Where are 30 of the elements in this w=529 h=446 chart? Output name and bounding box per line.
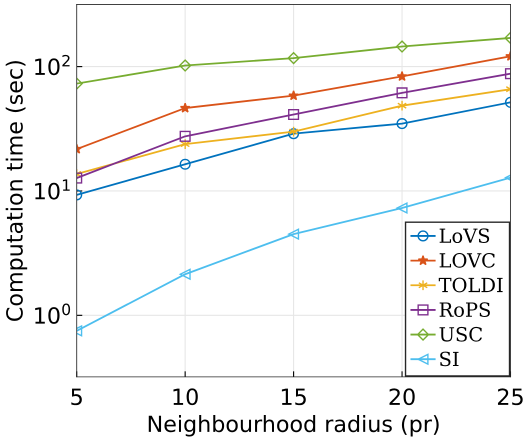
x-tick-label: 15	[282, 388, 306, 406]
y-tick-label: 10$^{2}$	[35, 54, 70, 76]
point	[396, 118, 408, 130]
legend-label: SI	[440, 352, 459, 366]
point	[180, 102, 190, 113]
legend-label: TOLDI	[438, 278, 503, 292]
x-axis-title: Neighbourhood radius (pr)	[148, 415, 439, 437]
legend-label: RoPS	[440, 302, 490, 317]
point	[396, 202, 408, 214]
point	[179, 59, 192, 72]
point	[288, 52, 300, 64]
point	[180, 130, 191, 142]
point	[396, 70, 408, 82]
point	[288, 228, 300, 240]
x-tick-label: 5	[71, 388, 82, 406]
y-tick-label: 10$^{0}$	[35, 304, 70, 324]
point	[288, 90, 299, 100]
point	[396, 87, 408, 98]
x-tick-label: 10	[173, 388, 198, 406]
x-tick-label: 20	[390, 388, 415, 406]
y-tick-label: 10$^{1}$	[35, 179, 70, 200]
point	[288, 108, 300, 120]
y-axis-title: Computation time (sec)	[6, 61, 28, 321]
point	[180, 268, 191, 280]
legend-label: LOVC	[440, 252, 495, 268]
point	[180, 158, 191, 170]
x-tick-label: 25	[498, 388, 523, 406]
point	[396, 40, 408, 53]
legend-label: USC	[440, 326, 482, 342]
legend-label: LoVS	[440, 228, 490, 244]
